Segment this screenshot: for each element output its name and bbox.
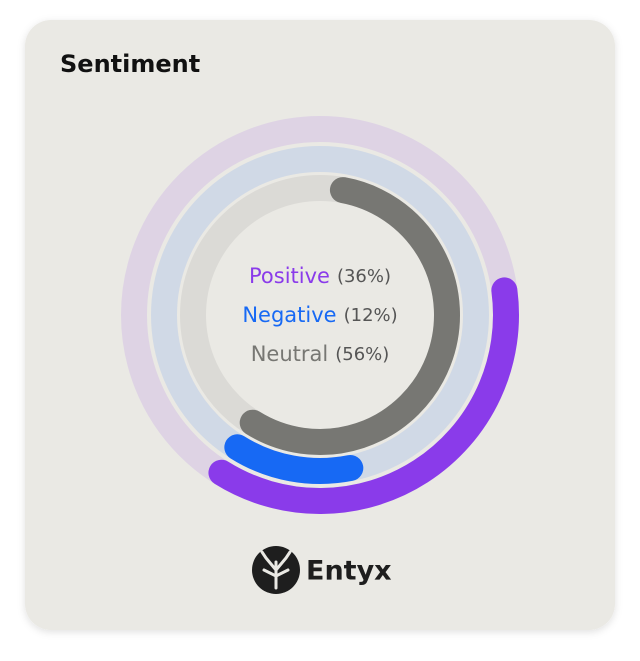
rings: Positive (36%)Negative (12%) Neutral (56%) bbox=[121, 116, 519, 514]
brand-logo: Entyx bbox=[252, 546, 392, 594]
label-value: (36%) bbox=[337, 266, 391, 287]
label-value: (12%) bbox=[344, 305, 398, 326]
label-name: Positive bbox=[249, 264, 330, 288]
label-name: Neutral bbox=[251, 342, 329, 366]
ring-bar bbox=[208, 277, 519, 514]
label-value: (56%) bbox=[335, 344, 389, 365]
chart-title: Sentiment bbox=[60, 50, 200, 78]
label-name: Negative bbox=[242, 303, 336, 327]
center-label: Negative (12%) bbox=[242, 303, 397, 327]
brand-name: Entyx bbox=[306, 556, 392, 587]
logo-tree bbox=[260, 550, 292, 590]
center-label: Positive (36%) bbox=[249, 264, 391, 288]
ring-bar bbox=[224, 434, 364, 484]
ring-bar bbox=[239, 177, 460, 455]
card bbox=[25, 20, 615, 630]
center-label: Neutral (56%) bbox=[251, 342, 390, 366]
